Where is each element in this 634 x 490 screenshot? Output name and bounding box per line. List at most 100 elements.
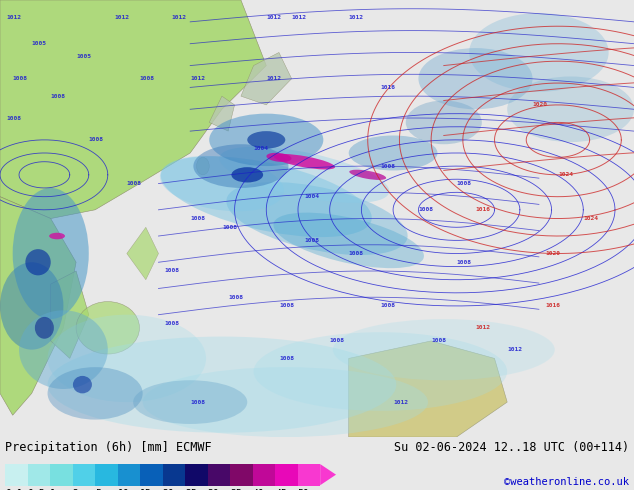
Text: 1008: 1008	[330, 339, 345, 343]
Text: 1008: 1008	[89, 137, 104, 143]
Ellipse shape	[406, 100, 482, 144]
Text: 1008: 1008	[418, 207, 434, 212]
Ellipse shape	[49, 233, 65, 239]
Ellipse shape	[76, 301, 139, 354]
Bar	[72, 464, 95, 486]
Text: 1012: 1012	[349, 15, 364, 20]
Text: 1008: 1008	[190, 400, 205, 405]
Text: Precipitation (6h) [mm] ECMWF: Precipitation (6h) [mm] ECMWF	[5, 441, 212, 454]
Ellipse shape	[48, 337, 396, 433]
Text: 1012: 1012	[190, 76, 205, 81]
Ellipse shape	[133, 380, 247, 424]
Bar	[252, 464, 275, 486]
Text: 1008: 1008	[228, 294, 243, 300]
Ellipse shape	[418, 48, 533, 109]
Bar	[162, 464, 185, 486]
Text: 1008: 1008	[456, 260, 472, 265]
FancyArrow shape	[320, 464, 336, 485]
Ellipse shape	[0, 262, 63, 350]
Text: 1016: 1016	[545, 303, 560, 309]
Text: 1008: 1008	[222, 225, 237, 230]
Polygon shape	[0, 0, 266, 219]
Ellipse shape	[193, 144, 288, 188]
Text: 1: 1	[50, 489, 56, 490]
Text: 50: 50	[298, 489, 309, 490]
Text: 1012: 1012	[292, 15, 307, 20]
Text: 1020: 1020	[533, 102, 548, 107]
Bar	[95, 464, 118, 486]
Text: 1008: 1008	[456, 181, 472, 186]
Bar	[118, 464, 140, 486]
Ellipse shape	[273, 213, 424, 268]
Text: 1008: 1008	[190, 216, 205, 221]
Text: Su 02-06-2024 12..18 UTC (00+114): Su 02-06-2024 12..18 UTC (00+114)	[394, 441, 629, 454]
Text: 1008: 1008	[127, 181, 142, 186]
Ellipse shape	[231, 167, 263, 182]
Ellipse shape	[333, 319, 555, 380]
Ellipse shape	[161, 156, 372, 237]
Text: 1020: 1020	[545, 251, 560, 256]
Text: 1008: 1008	[279, 303, 294, 309]
Ellipse shape	[469, 13, 609, 92]
Text: 1016: 1016	[380, 85, 396, 90]
Text: 1012: 1012	[393, 400, 408, 405]
Text: 10: 10	[118, 489, 129, 490]
Text: 1024: 1024	[583, 216, 598, 221]
Bar	[298, 464, 320, 486]
Text: 1012: 1012	[266, 15, 281, 20]
Text: 1024: 1024	[558, 172, 573, 177]
Text: 1008: 1008	[431, 339, 446, 343]
Bar	[207, 464, 230, 486]
Polygon shape	[0, 196, 76, 415]
Ellipse shape	[25, 249, 51, 275]
Ellipse shape	[349, 136, 437, 171]
Ellipse shape	[19, 310, 108, 389]
Ellipse shape	[48, 367, 143, 419]
Text: 1008: 1008	[304, 238, 320, 243]
Polygon shape	[349, 341, 507, 437]
Text: 1008: 1008	[139, 76, 155, 81]
Ellipse shape	[209, 114, 323, 166]
Text: 1008: 1008	[165, 321, 180, 326]
Ellipse shape	[274, 154, 335, 170]
Bar	[28, 464, 50, 486]
Bar	[50, 464, 72, 486]
Text: 1008: 1008	[51, 94, 66, 98]
Text: 25: 25	[185, 489, 197, 490]
Text: 1012: 1012	[507, 347, 522, 352]
Bar	[5, 464, 28, 486]
Ellipse shape	[247, 131, 285, 148]
Text: 1008: 1008	[13, 76, 28, 81]
Text: 1012: 1012	[114, 15, 129, 20]
Text: 1005: 1005	[76, 54, 91, 59]
Text: 45: 45	[275, 489, 287, 490]
Ellipse shape	[349, 170, 386, 180]
Text: 1005: 1005	[32, 41, 47, 46]
Text: 40: 40	[252, 489, 264, 490]
Text: 5: 5	[95, 489, 101, 490]
Bar	[140, 464, 162, 486]
Ellipse shape	[35, 317, 54, 339]
Text: 1012: 1012	[476, 325, 491, 330]
Ellipse shape	[48, 315, 206, 402]
Ellipse shape	[226, 182, 408, 255]
Text: 1016: 1016	[476, 207, 491, 212]
Ellipse shape	[143, 367, 428, 437]
Text: 2: 2	[72, 489, 79, 490]
Text: 15: 15	[140, 489, 152, 490]
Polygon shape	[241, 52, 292, 105]
Text: 1012: 1012	[266, 76, 281, 81]
Text: 1012: 1012	[171, 15, 186, 20]
Text: 35: 35	[230, 489, 242, 490]
Text: ©weatheronline.co.uk: ©weatheronline.co.uk	[504, 477, 629, 488]
Ellipse shape	[73, 376, 92, 393]
Bar	[185, 464, 207, 486]
Text: 1008: 1008	[279, 356, 294, 361]
Text: 0.5: 0.5	[28, 489, 45, 490]
Ellipse shape	[266, 153, 292, 162]
Text: 1004: 1004	[304, 194, 320, 199]
Text: 1004: 1004	[254, 146, 269, 151]
Text: 20: 20	[162, 489, 174, 490]
Ellipse shape	[219, 147, 389, 203]
Bar	[275, 464, 297, 486]
